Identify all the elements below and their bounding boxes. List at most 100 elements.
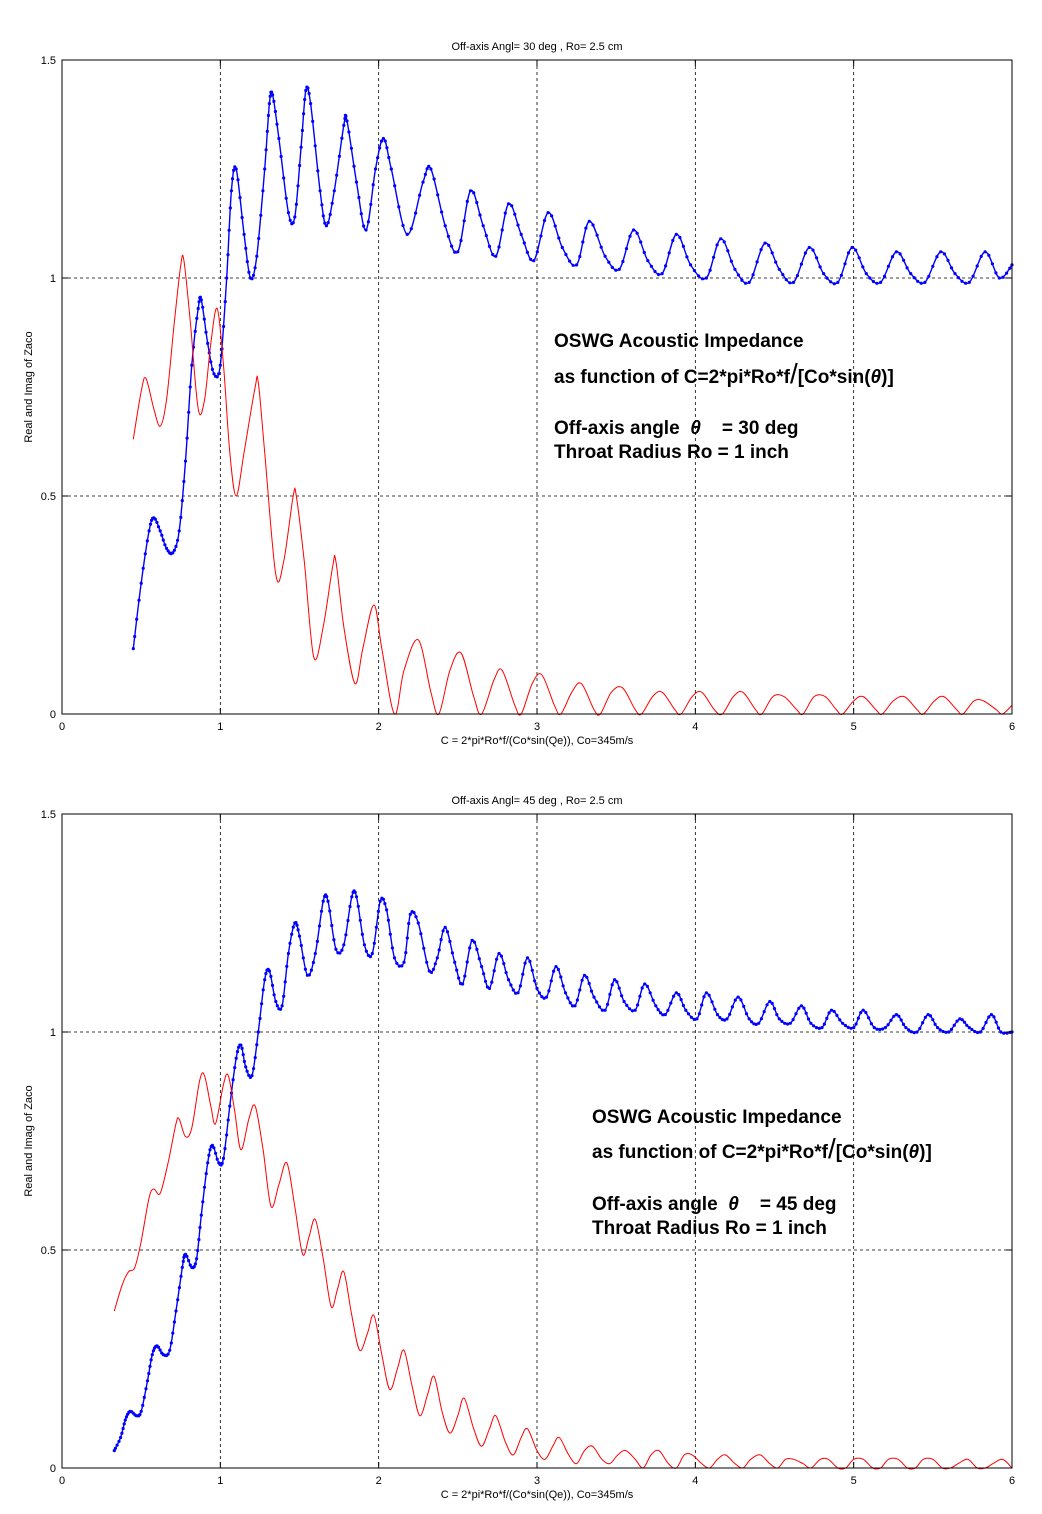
data-point-blue-top — [850, 245, 854, 250]
data-point-blue-top — [456, 250, 460, 254]
annotation-line3-prefix-top: Off-axis angle — [554, 418, 690, 439]
data-point-blue-bottom — [686, 1012, 691, 1016]
data-point-blue-top — [667, 251, 671, 255]
data-point-blue-bottom — [580, 978, 584, 982]
data-point-blue-bottom — [404, 951, 408, 955]
data-point-blue-top — [421, 180, 425, 184]
data-point-blue-bottom — [307, 973, 311, 977]
data-point-blue-bottom — [297, 934, 302, 938]
x-tick-label-top: 2 — [376, 721, 382, 733]
data-point-blue-top — [964, 281, 968, 285]
data-point-blue-bottom — [523, 961, 527, 965]
data-point-blue-bottom — [775, 1013, 779, 1017]
data-point-blue-bottom — [955, 1019, 959, 1023]
data-point-blue-bottom — [825, 1016, 829, 1021]
data-point-blue-top — [179, 515, 183, 520]
data-point-blue-bottom — [497, 951, 501, 956]
data-point-blue-bottom — [923, 1015, 928, 1019]
data-point-blue-bottom — [453, 960, 457, 964]
data-point-blue-bottom — [907, 1028, 911, 1032]
annotation-line2-top: as function of C=2*pi*Ro*f/[Co*sin(θ)] — [554, 358, 894, 389]
data-point-blue-bottom — [568, 1001, 572, 1005]
data-point-blue-top — [916, 279, 920, 283]
data-point-blue-top — [614, 268, 618, 272]
data-point-blue-top — [225, 276, 229, 280]
data-point-blue-top — [953, 272, 957, 276]
data-point-blue-bottom — [814, 1026, 819, 1030]
data-point-blue-top — [143, 552, 147, 556]
data-point-blue-top — [282, 176, 286, 180]
data-point-blue-top — [423, 172, 427, 176]
ticks-top: 0 1 2 3 4 5 6 0 0.5 1 1.5 — [41, 55, 1015, 733]
data-point-blue-top — [529, 257, 533, 261]
data-point-blue-bottom — [148, 1364, 152, 1368]
data-point-blue-bottom — [181, 1259, 185, 1263]
data-point-blue-top — [145, 539, 149, 543]
data-point-blue-top — [242, 232, 246, 236]
data-point-blue-bottom — [193, 1262, 197, 1266]
data-point-blue-bottom — [984, 1020, 988, 1025]
x-tick-label-top: 0 — [59, 721, 65, 733]
data-point-blue-top — [843, 262, 847, 266]
data-point-blue-top — [311, 119, 315, 123]
data-point-blue-bottom — [587, 981, 591, 986]
data-point-blue-bottom — [171, 1331, 175, 1335]
chart-bottom: 0 1 2 3 4 5 6 0 0.5 1 1.5 Off-axis Angl= 45 deg , … — [23, 795, 1015, 1501]
data-point-blue-bottom — [608, 992, 612, 997]
data-point-blue-bottom — [490, 980, 494, 984]
data-point-blue-top — [257, 236, 261, 241]
data-point-blue-bottom — [239, 1043, 243, 1047]
data-point-blue-bottom — [521, 972, 525, 976]
data-point-blue-top — [628, 234, 632, 238]
data-point-blue-top — [557, 236, 561, 240]
data-point-blue-bottom — [115, 1443, 119, 1447]
data-point-blue-top — [503, 211, 507, 215]
data-point-blue-bottom — [166, 1352, 170, 1356]
data-point-blue-bottom — [326, 899, 330, 903]
data-point-blue-bottom — [804, 1011, 808, 1015]
data-point-blue-bottom — [463, 974, 467, 978]
data-point-blue-bottom — [822, 1022, 827, 1026]
data-point-blue-bottom — [952, 1023, 956, 1027]
data-point-blue-bottom — [455, 968, 459, 972]
data-point-blue-bottom — [965, 1023, 969, 1027]
data-point-blue-bottom — [450, 951, 454, 955]
data-point-blue-top — [414, 211, 418, 215]
data-point-blue-top — [234, 167, 238, 171]
annotation-line2-theta-bottom: θ — [909, 1142, 920, 1163]
annotation-top: OSWG Acoustic Impedance as function of C… — [554, 331, 894, 463]
data-point-blue-bottom — [912, 1031, 916, 1035]
data-point-blue-top — [879, 280, 883, 284]
data-point-blue-top — [354, 180, 359, 184]
data-point-blue-bottom — [989, 1013, 994, 1017]
data-point-blue-top — [767, 243, 771, 247]
data-point-blue-bottom — [788, 1021, 792, 1025]
data-point-blue-top — [226, 253, 230, 257]
data-point-blue-bottom — [915, 1030, 919, 1034]
data-point-blue-top — [210, 367, 214, 371]
data-point-blue-bottom — [999, 1030, 1003, 1034]
data-point-blue-bottom — [791, 1018, 795, 1022]
data-point-blue-bottom — [960, 1018, 964, 1022]
data-point-blue-top — [535, 250, 539, 254]
data-point-blue-bottom — [897, 1014, 901, 1018]
x-tick-label-top: 5 — [851, 721, 857, 733]
data-point-blue-bottom — [372, 941, 376, 945]
data-point-blue-bottom — [145, 1379, 150, 1383]
data-point-blue-bottom — [797, 1006, 801, 1010]
data-point-blue-bottom — [376, 909, 380, 914]
data-point-blue-top — [774, 260, 778, 264]
data-point-blue-bottom — [362, 943, 366, 947]
data-point-blue-bottom — [967, 1026, 971, 1030]
data-point-blue-bottom — [483, 979, 488, 983]
data-point-blue-bottom — [195, 1257, 199, 1261]
data-point-blue-top — [302, 112, 306, 116]
data-point-blue-top — [664, 264, 668, 268]
data-point-blue-bottom — [547, 989, 551, 993]
data-point-blue-top — [510, 204, 514, 208]
data-point-blue-top — [131, 647, 135, 651]
data-point-blue-top — [270, 90, 274, 94]
annotation-line2-slash-top: / — [790, 358, 798, 389]
data-point-blue-top — [158, 529, 162, 533]
data-point-blue-bottom — [405, 936, 409, 940]
